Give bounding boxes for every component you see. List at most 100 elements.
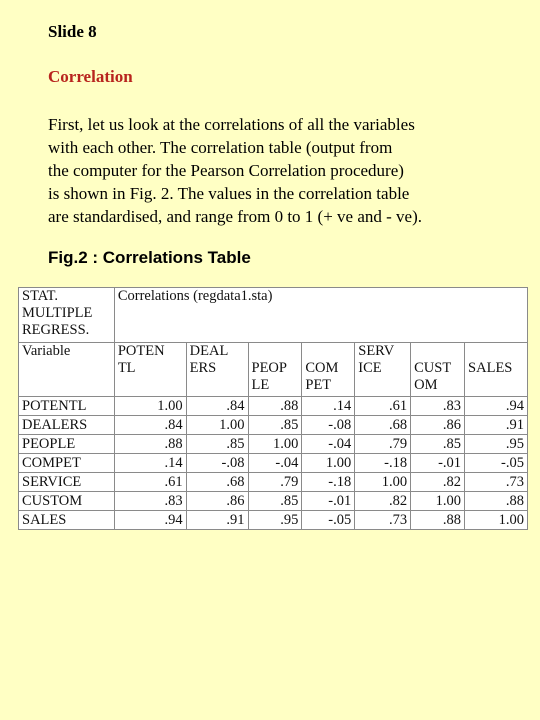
column-header-line: ICE (358, 360, 382, 376)
correlation-cell: 1.00 (113, 396, 187, 416)
correlation-cell: .73 (354, 510, 412, 530)
table-body: POTENTL 1.00.84.88.14.61.83.94 DEALERS .84 1… (18, 396, 528, 530)
correlation-cell: -.08 (185, 453, 249, 473)
correlation-cell: -.18 (354, 453, 412, 473)
body-line: with each other. The correlation table (… (48, 138, 393, 157)
body-paragraph: First, let us look at the correlations o… (48, 113, 518, 228)
correlation-cell: .61 (113, 472, 187, 492)
stat-label-line: REGRESS. (22, 322, 90, 338)
correlation-cell: .85 (247, 415, 303, 435)
correlation-cell: .82 (354, 491, 412, 511)
correlations-table: STAT. MULTIPLE REGRESS. Correlations (re… (18, 287, 529, 530)
correlation-cell: .68 (354, 415, 412, 435)
stat-label-line: STAT. (22, 288, 59, 304)
row-label: DEALERS (18, 415, 115, 435)
correlation-cell: 1.00 (410, 491, 466, 511)
column-header-line: COM (305, 360, 339, 376)
correlation-cell: -.18 (301, 472, 356, 492)
column-header: SERV ICE (354, 342, 412, 397)
correlation-cell: .95 (464, 434, 528, 454)
correlation-cell: .91 (464, 415, 528, 435)
correlation-cell: .14 (113, 453, 187, 473)
correlation-cell: .84 (185, 396, 249, 416)
row-label: COMPET (18, 453, 115, 473)
column-header-line: PEOP (251, 360, 287, 376)
correlation-cell: .68 (185, 472, 249, 492)
correlation-cell: -.04 (247, 453, 303, 473)
body-line: the computer for the Pearson Correlation… (48, 161, 404, 180)
correlation-cell: .91 (185, 510, 249, 530)
stat-label-cell: STAT. MULTIPLE REGRESS. (18, 287, 115, 343)
correlation-cell: .85 (185, 434, 249, 454)
column-header-line: SALES (468, 360, 513, 376)
column-header-line: DEAL (189, 343, 229, 359)
correlation-cell: .86 (185, 491, 249, 511)
table-row: DEALERS .84 1.00.85 -.08.68.86.91 (18, 415, 528, 435)
correlation-cell: .83 (410, 396, 466, 416)
table-title-row: STAT. MULTIPLE REGRESS. Correlations (re… (18, 287, 529, 343)
correlation-cell: 1.00 (464, 510, 528, 530)
correlation-cell: .94 (464, 396, 528, 416)
column-header-line: POTEN (117, 343, 165, 359)
column-header-line: PET (305, 377, 332, 393)
correlation-cell: .95 (247, 510, 303, 530)
correlation-cell: -.05 (301, 510, 356, 530)
column-header-line: SERV (358, 343, 395, 359)
correlation-cell: .79 (354, 434, 412, 454)
correlation-cell: .85 (410, 434, 466, 454)
table-row: COMPET .14 -.08 -.04 1.00 -.18 -.01 -.05 (18, 453, 528, 473)
table-row: CUSTOM .83.86.85 -.01.82 1.00.88 (18, 491, 528, 511)
body-line: are standardised, and range from 0 to 1 … (48, 207, 422, 226)
row-label: CUSTOM (18, 491, 115, 511)
correlation-cell: .94 (113, 510, 187, 530)
column-header: CUST OM (410, 342, 466, 397)
correlation-cell: 1.00 (247, 434, 303, 454)
correlation-cell: -.05 (464, 453, 528, 473)
row-label: SALES (18, 510, 115, 530)
correlation-cell: .61 (354, 396, 412, 416)
slide-number: Slide 8 (48, 22, 97, 41)
section-title: Correlation (48, 67, 133, 86)
column-header-line: LE (251, 377, 270, 393)
table-header-row: Variable POTEN TL DEAL ERS PEOP LE COM P… (18, 342, 528, 397)
correlation-cell: .88 (464, 491, 528, 511)
column-header: POTEN TL (113, 342, 187, 397)
stat-label-line: MULTIPLE (22, 305, 93, 321)
column-header-line: OM (414, 377, 438, 393)
column-header-line: TL (117, 360, 136, 376)
figure-caption: Fig.2 : Correlations Table (48, 248, 251, 267)
correlation-cell: .84 (113, 415, 187, 435)
body-line: First, let us look at the correlations o… (48, 115, 415, 134)
correlation-cell: .79 (247, 472, 303, 492)
table-row: SALES .94.91.95 -.05.73.88 1.00 (18, 510, 528, 530)
correlation-cell: .85 (247, 491, 303, 511)
correlation-cell: .88 (113, 434, 187, 454)
correlation-cell: .73 (464, 472, 528, 492)
row-label: POTENTL (18, 396, 115, 416)
correlation-cell: 1.00 (185, 415, 249, 435)
correlation-cell: .88 (410, 510, 466, 530)
row-label: PEOPLE (18, 434, 115, 454)
column-header: PEOP LE (247, 342, 303, 397)
correlation-cell: .86 (410, 415, 466, 435)
correlation-cell: .88 (247, 396, 303, 416)
column-header-line: ERS (189, 360, 217, 376)
table-row: POTENTL 1.00.84.88.14.61.83.94 (18, 396, 528, 416)
correlation-cell: .14 (301, 396, 356, 416)
column-header: COM PET (301, 342, 356, 397)
column-header: SALES (464, 342, 528, 397)
table-row: SERVICE .61.68.79 -.18 1.00.82.73 (18, 472, 528, 492)
correlation-cell: -.01 (301, 491, 356, 511)
correlation-cell: -.04 (301, 434, 356, 454)
correlation-cell: 1.00 (301, 453, 356, 473)
correlation-cell: 1.00 (354, 472, 412, 492)
row-label: SERVICE (18, 472, 115, 492)
correlation-cell: -.01 (410, 453, 466, 473)
table-row: PEOPLE .88.85 1.00 -.04.79.85.95 (18, 434, 528, 454)
variable-header: Variable (18, 342, 115, 397)
correlation-cell: .83 (113, 491, 187, 511)
column-header-line: CUST (414, 360, 452, 376)
table-title: Correlations (regdata1.sta) (113, 287, 529, 343)
correlation-cell: .82 (410, 472, 466, 492)
correlation-cell: -.08 (301, 415, 356, 435)
